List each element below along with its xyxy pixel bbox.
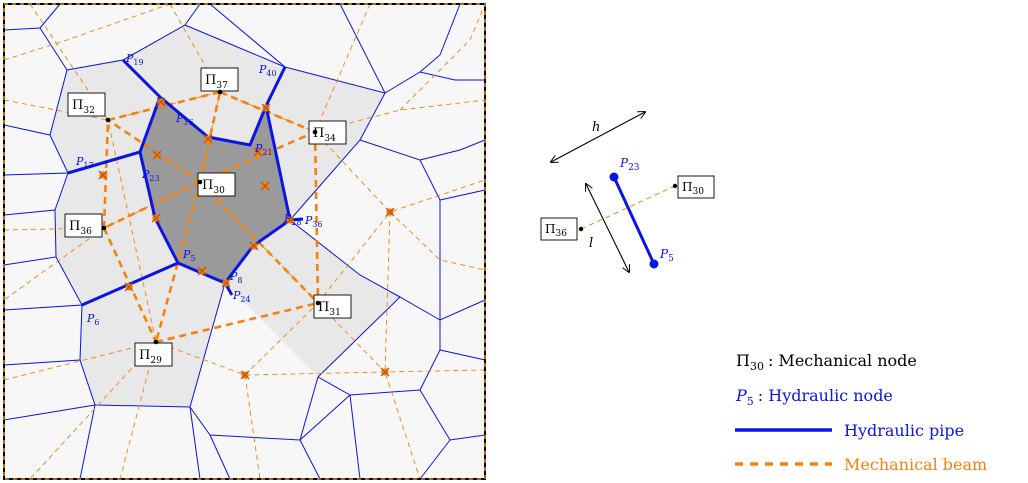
pipe-detail: h l P23 P5 Π30 Π36 bbox=[540, 112, 715, 272]
hydraulic-node-label: P19 bbox=[125, 52, 144, 67]
h-dimension-label: h bbox=[592, 120, 600, 135]
hydraulic-node-label: P24 bbox=[232, 289, 251, 304]
crossing-marker bbox=[221, 278, 231, 288]
detail-label-p-bottom: P5 bbox=[659, 247, 674, 264]
mechanical-nodes: Π32 Π37 Π34 Π30 Π36 bbox=[64, 67, 352, 367]
hydraulic-node-label: P8 bbox=[229, 270, 243, 285]
crossing-marker bbox=[380, 367, 390, 377]
mechanical-node-pi32: Π32 bbox=[67, 92, 111, 123]
svg-text:Π31: Π31 bbox=[318, 300, 341, 318]
mechanical-node-pi29: Π29 bbox=[134, 339, 173, 367]
mesh-panel: P19 P40 P16 P21 P17 P23 P28 P36 P5 P8 P2… bbox=[3, 3, 486, 480]
legend-beam-label: Mechanical beam bbox=[844, 455, 987, 474]
hydraulic-node-label: P23 bbox=[141, 168, 160, 183]
l-dimension-arrow bbox=[586, 184, 629, 272]
mechanical-node-pi31: Π31 bbox=[313, 294, 352, 319]
crossing-marker bbox=[285, 215, 295, 225]
detail-pi-right: Π30 bbox=[672, 175, 715, 199]
crossing-marker bbox=[203, 134, 213, 144]
crossing-marker bbox=[156, 97, 166, 107]
crossing-marker bbox=[98, 170, 108, 180]
detail-pipe bbox=[612, 176, 656, 265]
hydraulic-node-label: P36 bbox=[304, 214, 323, 229]
legend: Π30: Mechanical node P5: Hydraulic node … bbox=[735, 351, 987, 474]
hydraulic-node-label: P28 bbox=[283, 212, 302, 227]
crossing-marker bbox=[249, 241, 259, 251]
svg-text:Π36: Π36 bbox=[545, 222, 567, 239]
hydraulic-node-label: P6 bbox=[86, 312, 100, 327]
crossing-marker bbox=[151, 213, 161, 223]
h-dimension-arrow bbox=[551, 112, 645, 162]
crossing-marker bbox=[124, 282, 134, 292]
svg-text:Π32: Π32 bbox=[72, 98, 95, 116]
crossing-marker bbox=[197, 266, 207, 276]
crossing-marker bbox=[261, 103, 271, 113]
cell-pi32 bbox=[50, 60, 160, 175]
crossing-marker bbox=[260, 181, 270, 191]
crossing-marker bbox=[152, 150, 162, 160]
hydraulic-node-label: P21 bbox=[254, 142, 273, 157]
detail-node-top bbox=[609, 172, 619, 182]
detail-pi-left: Π36 bbox=[540, 217, 584, 241]
legend-pipe-label: Hydraulic pipe bbox=[844, 421, 964, 440]
crossing-marker bbox=[240, 370, 250, 380]
crossing-marker bbox=[253, 147, 263, 157]
legend-hydraulic-node: P5: Hydraulic node bbox=[735, 386, 893, 408]
mechanical-node-pi37: Π37 bbox=[200, 67, 239, 95]
detail-label-p-top: P23 bbox=[619, 156, 640, 173]
svg-text:Π37: Π37 bbox=[205, 73, 228, 91]
crossing-marker bbox=[385, 207, 395, 217]
mechanical-node-pi30: Π30 bbox=[197, 172, 236, 197]
mechanical-node-pi34: Π34 bbox=[308, 120, 347, 145]
beam-pipe-crossings bbox=[98, 97, 395, 380]
svg-text:Π34: Π34 bbox=[313, 126, 336, 144]
hydraulic-node-label: P5 bbox=[182, 248, 196, 263]
hydraulic-node-label: P40 bbox=[258, 63, 277, 78]
domain-boundary-dash bbox=[3, 3, 486, 480]
svg-text:Π30: Π30 bbox=[202, 178, 225, 196]
cell-pi29 bbox=[80, 263, 225, 407]
hydraulic-node-labels: P19 P40 P16 P21 P17 P23 P28 P36 P5 P8 P2… bbox=[75, 52, 323, 327]
hydraulic-node-label: P16 bbox=[175, 112, 194, 127]
svg-text:Π30: Π30 bbox=[682, 180, 704, 197]
hydraulic-node-label: P17 bbox=[75, 155, 94, 170]
mechanical-node-pi36: Π36 bbox=[64, 213, 107, 238]
l-dimension-label: l bbox=[589, 236, 593, 251]
detail-node-bottom bbox=[649, 259, 659, 269]
svg-text:Π36: Π36 bbox=[69, 219, 92, 237]
legend-mechanical-node: Π30: Mechanical node bbox=[736, 351, 917, 373]
svg-text:Π29: Π29 bbox=[139, 348, 162, 366]
